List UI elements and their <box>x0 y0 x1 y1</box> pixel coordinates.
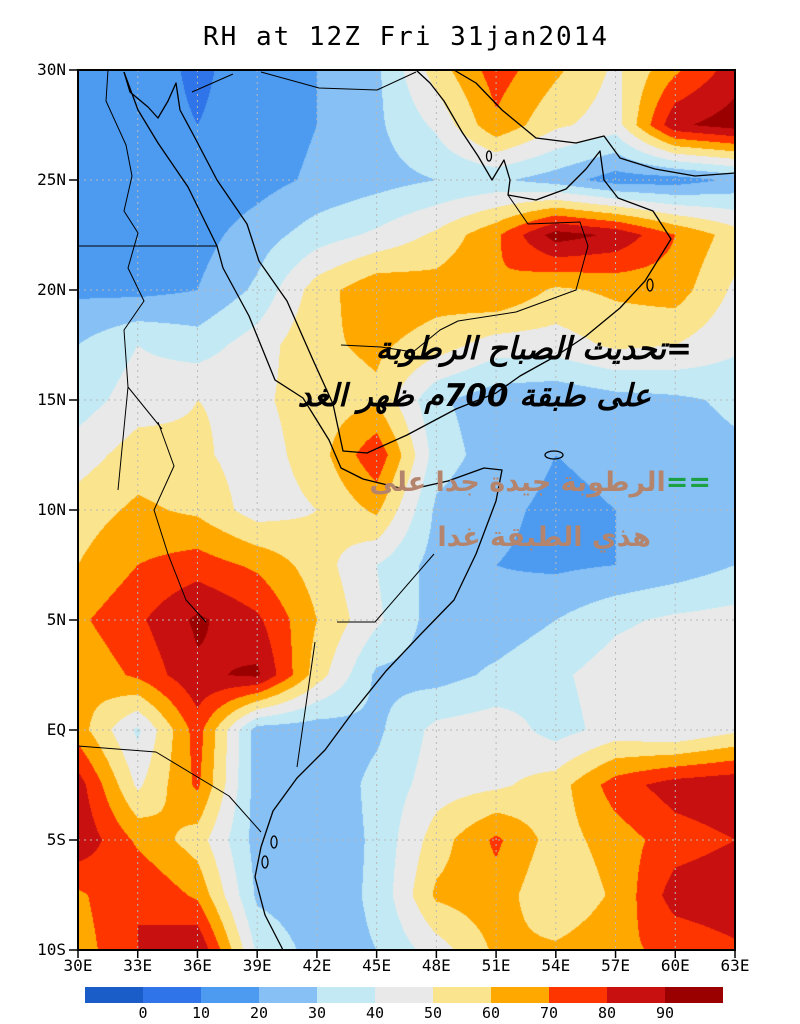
colorbar-label: 90 <box>655 1004 675 1022</box>
island-bahrain <box>485 150 493 162</box>
lat-tick-label: EQ <box>46 720 66 739</box>
coastline-path <box>123 69 672 454</box>
island-pemba <box>270 835 278 849</box>
chart-title: RH at 12Z Fri 31jan2014 <box>202 22 610 52</box>
lon-tick-label: 54E <box>541 956 571 975</box>
lon-tick-label: 63E <box>720 956 750 975</box>
lon-tick-label: 36E <box>183 956 212 975</box>
colorbar-label: 50 <box>423 1004 443 1022</box>
border-path <box>77 71 589 833</box>
colorbar-label: 60 <box>481 1004 501 1022</box>
lon-tick-label: 45E <box>362 956 392 975</box>
lon-tick-label: 48E <box>421 956 451 975</box>
colorbar-label: 20 <box>249 1004 269 1022</box>
colorbar <box>85 987 723 1003</box>
lat-tick-label: 10N <box>37 500 66 519</box>
island-zanzibar <box>261 855 269 869</box>
lat-tick-label: 30N <box>37 60 66 79</box>
annotation-tan-line2: هذي الطبقة غدا <box>437 522 651 553</box>
lat-tick-label: 5S <box>46 830 66 849</box>
colorbar-label: 10 <box>191 1004 211 1022</box>
lon-tick-label: 39E <box>242 956 272 975</box>
colorbar-segment <box>549 987 607 1003</box>
colorbar-label: 70 <box>539 1004 559 1022</box>
colorbar-label: 40 <box>365 1004 385 1022</box>
coastline-path <box>123 71 503 951</box>
annotation-tan-line1: الرطوبة جيدة جدا على <box>369 467 666 498</box>
grid-lines <box>78 70 735 950</box>
lat-tick-label: 5N <box>46 610 66 629</box>
coastline-layer <box>77 69 736 951</box>
colorbar-segment <box>259 987 317 1003</box>
lat-tick-label: 15N <box>37 390 66 409</box>
colorbar-segment <box>317 987 375 1003</box>
lat-tick-label: 25N <box>37 170 66 189</box>
lon-tick-label: 51E <box>481 956 511 975</box>
island-masirah <box>646 278 654 292</box>
annotation-tan: ==الرطوبة جيدة جدا على هذي الطبقة غدا <box>369 455 711 565</box>
lon-tick-label: 30E <box>63 956 93 975</box>
coastline-path <box>453 69 736 177</box>
colorbar-segment <box>143 987 201 1003</box>
lon-tick-label: 60E <box>660 956 690 975</box>
river-path <box>105 69 163 491</box>
colorbar-label: 0 <box>138 1004 148 1022</box>
lat-tick-label: 20N <box>37 280 66 299</box>
annotation-black-line2: على طبقة 700م ظهر الغد <box>297 378 651 414</box>
colorbar-label: 30 <box>307 1004 327 1022</box>
colorbar-segment <box>433 987 491 1003</box>
island-socotra <box>544 450 564 460</box>
plot-border <box>77 69 736 951</box>
colorbar-segment <box>201 987 259 1003</box>
colorbar-segment <box>85 987 143 1003</box>
lon-tick-label: 42E <box>302 956 332 975</box>
colorbar-segment <box>665 987 723 1003</box>
colorbar-segment <box>375 987 433 1003</box>
annotation-black-line1: =تحديث الصباح الرطوبة <box>375 331 692 367</box>
annotation-black: =تحديث الصباح الرطوبة على طبقة 700م ظهر … <box>298 326 692 420</box>
colorbar-segment <box>607 987 665 1003</box>
lat-tick-label: 10S <box>37 940 66 959</box>
colorbar-segment <box>491 987 549 1003</box>
lon-tick-label: 57E <box>601 956 630 975</box>
axis-ticks <box>69 69 736 958</box>
colorbar-label: 80 <box>597 1004 617 1022</box>
lon-tick-label: 33E <box>123 956 153 975</box>
annotation-tan-prefix: == <box>665 467 711 498</box>
